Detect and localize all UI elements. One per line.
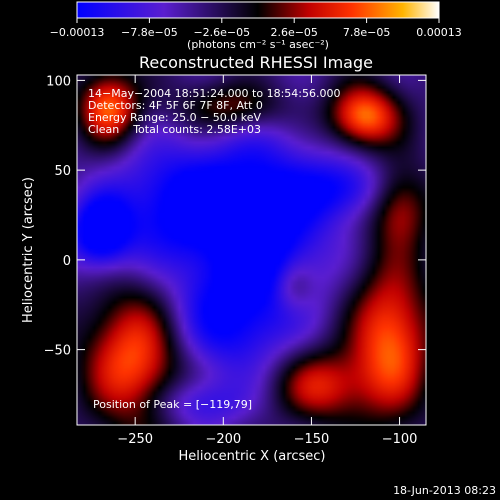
y-tick-label: 50 <box>54 164 71 179</box>
peak-position-label: Position of Peak = [−119,79] <box>93 398 252 411</box>
x-tick-label: −100 <box>382 432 418 447</box>
y-tick-label: 100 <box>46 74 71 89</box>
colorbar-tick-label: 2.6e−05 <box>270 26 317 39</box>
axis-ticks: −250 −200 −150 −100 100 50 0 −50 <box>44 74 426 447</box>
colorbar-tick-label: −7.8e−05 <box>121 26 178 39</box>
x-axis-label: Heliocentric X (arcsec) <box>179 449 326 464</box>
x-tick-label: −150 <box>294 432 330 447</box>
annotation-block: 14−May−2004 18:51:24.000 to 18:54:56.000… <box>88 87 341 136</box>
colorbar-tick-label: 0.00013 <box>416 26 462 39</box>
x-tick-label: −200 <box>205 432 241 447</box>
annotation-clean: Clean Total counts: 2.58E+03 <box>88 123 261 136</box>
colorbar <box>76 1 440 19</box>
plot-frame <box>76 74 427 426</box>
colorbar-ticks: −0.00013 −7.8e−05 −2.6e−05 2.6e−05 7.8e−05 0.… <box>50 18 462 39</box>
colorbar-unit-label: (photons cm⁻² s⁻¹ asec⁻²) <box>187 38 329 51</box>
annotation-energy: Energy Range: 25.0 − 50.0 keV <box>88 111 262 124</box>
y-axis-label: Heliocentric Y (arcsec) <box>21 177 36 323</box>
x-tick-label: −250 <box>117 432 153 447</box>
annotation-time: 14−May−2004 18:51:24.000 to 18:54:56.000 <box>88 87 341 100</box>
annotation-detectors: Detectors: 4F 5F 6F 7F 8F, Att 0 <box>88 99 263 112</box>
footer-timestamp: 18-Jun-2013 08:23 <box>393 484 496 497</box>
heatmap-image <box>77 75 426 425</box>
y-tick-label: 0 <box>63 254 71 269</box>
chart-title: Reconstructed RHESSI Image <box>139 53 373 72</box>
colorbar-tick-label: −2.6e−05 <box>193 26 250 39</box>
colorbar-tick-label: −0.00013 <box>50 26 105 39</box>
y-tick-label: −50 <box>44 344 71 359</box>
colorbar-tick-label: 7.8e−05 <box>343 26 390 39</box>
